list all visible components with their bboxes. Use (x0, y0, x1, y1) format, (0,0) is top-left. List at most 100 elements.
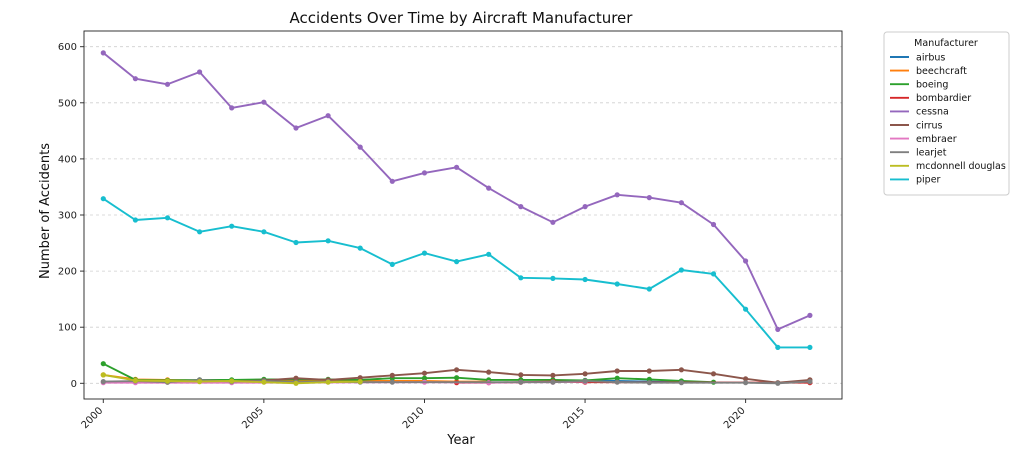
data-point (678, 267, 685, 273)
data-point (357, 245, 363, 251)
data-point (357, 144, 363, 150)
legend-item-boeing: boeing (890, 80, 948, 91)
legend-label: piper (916, 175, 941, 186)
data-point (807, 379, 813, 385)
x-axis-label: Year (446, 433, 475, 448)
x-tick-label: 2015 (561, 405, 587, 431)
data-point (550, 275, 556, 281)
data-point (678, 367, 685, 373)
data-point (389, 372, 395, 378)
data-point (454, 164, 460, 170)
y-axis: 0 100 200 300 400 500 600 (58, 42, 84, 390)
data-point (454, 367, 460, 373)
series-line-piper (102, 197, 810, 349)
data-point (646, 195, 652, 201)
data-point (357, 379, 363, 385)
data-point (229, 223, 235, 229)
data-point (421, 375, 428, 381)
data-point (389, 178, 395, 184)
data-point (421, 370, 428, 376)
y-tick-label: 0 (71, 379, 77, 390)
data-point (164, 81, 171, 87)
series-line-cessna (102, 52, 811, 331)
data-point (261, 229, 267, 235)
legend-box (883, 31, 1010, 196)
data-point (518, 379, 524, 385)
data-point (518, 275, 524, 281)
data-point (325, 238, 331, 244)
legend-title: Manufacturer (914, 38, 978, 49)
data-point (164, 215, 171, 221)
data-point (646, 368, 652, 374)
data-point (807, 312, 813, 318)
series-lines (100, 50, 813, 386)
data-point (582, 204, 588, 210)
data-point (710, 371, 717, 377)
data-point (518, 372, 524, 378)
data-point (614, 375, 620, 381)
data-point (646, 286, 652, 292)
series-cessna (100, 50, 813, 332)
chart-title: Accidents Over Time by Aircraft Manufact… (290, 9, 634, 27)
legend-item-bombardier: bombardier (890, 93, 971, 104)
data-point (710, 221, 717, 228)
data-point (229, 105, 235, 111)
data-point (518, 204, 524, 210)
legend-item-mcdonnell-douglas: mcdonnell douglas (890, 161, 1006, 172)
y-tick-label: 200 (58, 267, 77, 278)
data-point (775, 344, 781, 350)
series-piper (100, 196, 813, 350)
data-point (678, 200, 685, 206)
x-axis: 2000 2005 2010 2015 2020 (80, 399, 748, 431)
data-point (614, 281, 620, 287)
data-point (614, 368, 620, 374)
data-point (164, 378, 171, 384)
y-axis-label: Number of Accidents (38, 143, 53, 279)
legend-item-cessna: cessna (890, 107, 949, 118)
series-mcdonnell-douglas (100, 372, 363, 386)
legend-label: beechcraft (916, 66, 967, 77)
data-point (454, 375, 460, 381)
data-point (486, 369, 492, 375)
data-point (132, 377, 138, 384)
data-point (389, 379, 395, 385)
x-tick-label: 2000 (80, 405, 106, 431)
data-point (389, 261, 395, 267)
data-point (293, 125, 299, 131)
data-point (582, 371, 588, 377)
data-point (646, 380, 652, 386)
data-point (743, 258, 749, 264)
data-point (582, 378, 588, 384)
y-tick-label: 500 (58, 98, 77, 109)
data-point (775, 326, 781, 332)
data-point (421, 250, 428, 256)
x-tick-label: 2020 (722, 405, 748, 431)
data-point (100, 50, 106, 56)
data-point (132, 76, 138, 82)
legend-label: cirrus (916, 120, 943, 131)
data-point (100, 379, 106, 385)
x-tick-label: 2010 (401, 405, 427, 431)
data-point (293, 380, 299, 386)
data-point (614, 379, 620, 385)
legend-label: boeing (916, 80, 948, 91)
x-tick-label: 2005 (240, 405, 266, 431)
data-point (550, 379, 556, 385)
y-tick-label: 300 (58, 211, 77, 222)
legend-label: embraer (916, 134, 957, 145)
legend-item-beechcraft: beechcraft (890, 66, 967, 77)
data-point (197, 69, 203, 75)
data-point (100, 361, 106, 367)
data-point (807, 344, 813, 350)
legend-label: cessna (916, 107, 949, 118)
data-point (261, 99, 267, 105)
data-point (100, 372, 106, 378)
legend-item-airbus: airbus (890, 52, 945, 63)
data-point (486, 185, 492, 191)
y-tick-label: 100 (58, 323, 77, 334)
legend-item-embraer: embraer (890, 134, 957, 145)
legend: Manufacturer airbus beechcraft boeing bomba… (883, 31, 1010, 196)
data-point (229, 378, 235, 384)
